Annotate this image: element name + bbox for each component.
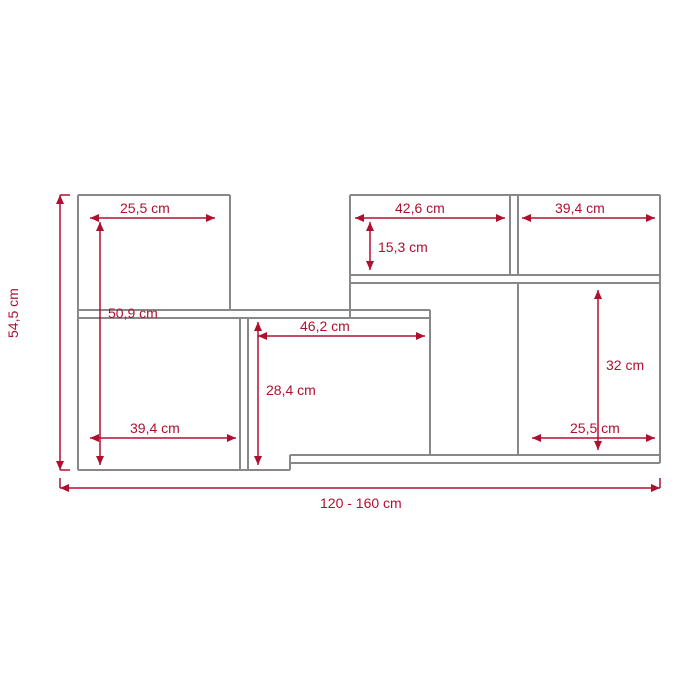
arrow-head — [227, 434, 236, 442]
dimension-6: 28,4 cm — [254, 322, 316, 465]
arrow-head — [206, 214, 215, 222]
arrow-head — [651, 484, 660, 492]
dimension-label: 28,4 cm — [266, 382, 316, 398]
dimension-label: 32 cm — [606, 357, 644, 373]
dimension-9: 25,5 cm — [532, 420, 655, 442]
dimension-label: 46,2 cm — [300, 318, 350, 334]
dimension-diagram: 54,5 cm 120 - 160 cm 25,5 cm 42,6 cm 39,4 cm… — [0, 0, 700, 700]
dimension-label: 39,4 cm — [130, 420, 180, 436]
arrow-head — [646, 214, 655, 222]
dimension-label: 25,5 cm — [120, 200, 170, 216]
arrow-head — [532, 434, 541, 442]
dimension-label: 39,4 cm — [555, 200, 605, 216]
arrow-head — [366, 261, 374, 270]
dimension-label: 25,5 cm — [570, 420, 620, 436]
arrow-head — [60, 484, 69, 492]
dimension-3: 15,3 cm — [366, 222, 428, 270]
dimension-0: 25,5 cm — [90, 200, 215, 222]
dimension-2: 39,4 cm — [522, 200, 655, 222]
arrow-head — [90, 434, 99, 442]
overall-height-label: 54,5 cm — [5, 288, 21, 338]
dimension-label: 42,6 cm — [395, 200, 445, 216]
arrow-head — [254, 456, 262, 465]
arrow-head — [416, 332, 425, 340]
arrow-head — [56, 461, 64, 470]
arrow-head — [258, 332, 267, 340]
arrow-head — [522, 214, 531, 222]
dimension-label: 50,9 cm — [108, 305, 158, 321]
arrow-head — [96, 222, 104, 231]
arrow-head — [355, 214, 364, 222]
arrow-head — [254, 322, 262, 331]
arrow-head — [496, 214, 505, 222]
dimension-1: 42,6 cm — [355, 200, 505, 222]
arrow-head — [56, 195, 64, 204]
arrow-head — [594, 290, 602, 299]
arrow-head — [366, 222, 374, 231]
dimension-label: 15,3 cm — [378, 239, 428, 255]
dimension-8: 39,4 cm — [90, 420, 236, 442]
arrow-head — [646, 434, 655, 442]
dimension-5: 46,2 cm — [258, 318, 425, 340]
arrow-head — [96, 456, 104, 465]
overall-width-dim: 120 - 160 cm — [60, 478, 660, 511]
overall-height-dim: 54,5 cm — [5, 195, 70, 470]
arrow-head — [90, 214, 99, 222]
overall-width-label: 120 - 160 cm — [320, 495, 402, 511]
arrow-head — [594, 441, 602, 450]
